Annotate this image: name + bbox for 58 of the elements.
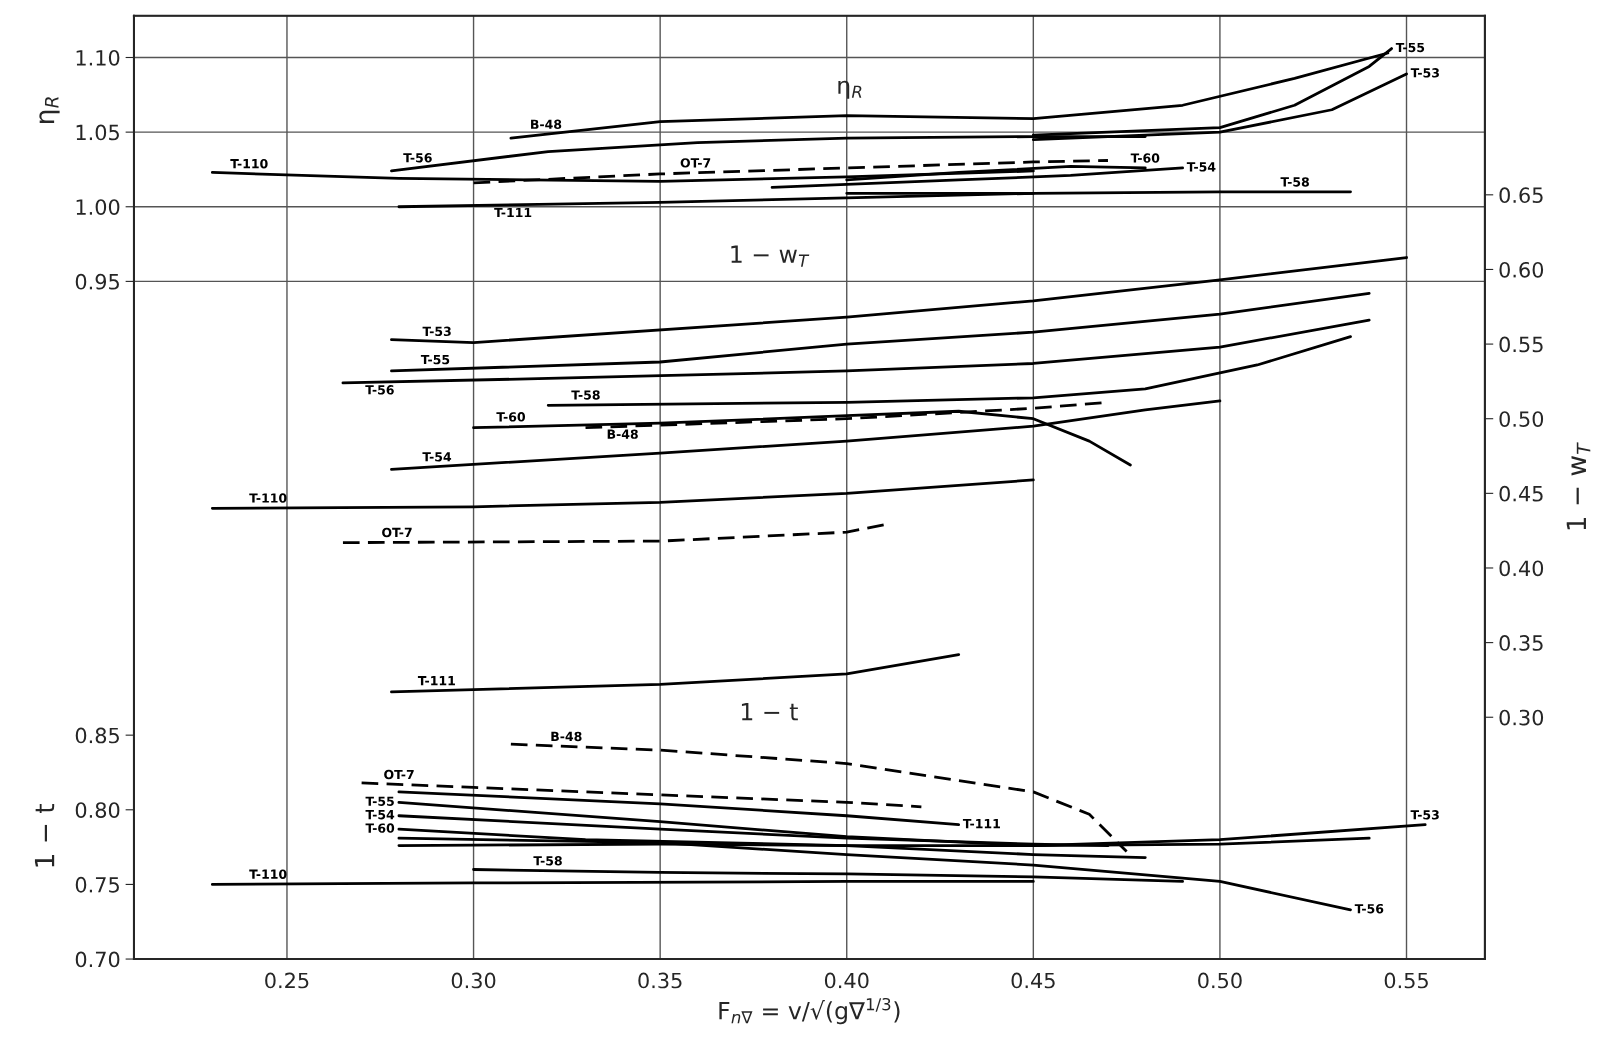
series-label: T-110 <box>230 158 268 169</box>
y-tick-label: 1.00 <box>76 199 120 215</box>
series-label: T-56 <box>1354 903 1384 914</box>
series-label: OT-7 <box>680 158 711 168</box>
series-label: T-53 <box>1410 810 1439 820</box>
y-tick-label: 0.95 <box>75 273 119 290</box>
y3-tick-label: 0.80 <box>75 802 120 818</box>
series-label: T-110 <box>249 869 287 879</box>
series-label: B-48 <box>531 119 562 130</box>
y2-tick-label: 0.60 <box>1499 261 1544 278</box>
x-tick-label: 0.55 <box>1384 972 1428 989</box>
series-label: T-60 <box>496 412 526 422</box>
y2-tick-label: 0.65 <box>1499 187 1543 204</box>
series-label: T-58 <box>533 856 562 866</box>
series-label: T-58 <box>571 390 600 400</box>
y3-axis-title: 1 − t <box>34 804 55 867</box>
x-tick-label: 0.30 <box>451 972 496 989</box>
series-label: T-54 <box>1186 162 1216 172</box>
series-label: T-56 <box>403 153 432 163</box>
y-tick-label: 1.10 <box>76 49 120 66</box>
x-tick-label: 0.45 <box>1011 972 1055 989</box>
y-tick-label: 1.05 <box>76 124 119 141</box>
series-label: OT-7 <box>382 527 412 538</box>
series-label: T-111 <box>494 207 532 218</box>
y2-axis-title: 1 − w$_{T}$ <box>1566 442 1591 530</box>
y2-tick-label: 0.40 <box>1499 560 1544 577</box>
x-tick-label: 0.50 <box>1198 972 1242 989</box>
y2-tick-label: 0.55 <box>1499 336 1543 353</box>
y3-tick-label: 0.75 <box>75 876 119 893</box>
series-label: T-54 <box>422 452 452 462</box>
y3-tick-label: 0.85 <box>75 727 119 744</box>
series-label: T-60 <box>365 823 395 833</box>
y2-tick-label: 0.30 <box>1499 709 1544 726</box>
annotation: 1 − w$_{T}$ <box>731 245 810 267</box>
y2-tick-label: 0.50 <box>1499 411 1544 427</box>
x-tick-label: 0.25 <box>265 972 309 989</box>
y2-tick-label: 0.35 <box>1499 635 1543 651</box>
y2-tick-label: 0.45 <box>1499 485 1543 502</box>
series-label: T-55 <box>420 355 450 365</box>
series-label: T-110 <box>249 493 287 503</box>
series-label: T-111 <box>962 819 1000 829</box>
annotation: 1 − t <box>741 703 798 721</box>
x-axis-title: F$_{n∇}$ = v/√(g∇$^{1/3}$) <box>719 997 900 1025</box>
series-label: B-48 <box>551 731 582 742</box>
y-axis-title: η$_{R}$ <box>39 97 60 123</box>
series-label: B-48 <box>607 429 638 439</box>
series-label: T-58 <box>1280 177 1309 187</box>
series-label: OT-7 <box>384 769 414 780</box>
series-label: T-60 <box>1130 153 1160 163</box>
series-label: T-53 <box>422 326 451 337</box>
series-label: T-111 <box>417 676 455 686</box>
y3-tick-label: 0.70 <box>75 951 120 968</box>
series-label: T-53 <box>1410 68 1439 78</box>
series-label: T-55 <box>365 796 394 806</box>
x-tick-label: 0.40 <box>824 972 869 989</box>
series-label: T-54 <box>365 810 395 820</box>
x-tick-label: 0.35 <box>638 972 682 989</box>
series-label: T-56 <box>365 385 394 395</box>
